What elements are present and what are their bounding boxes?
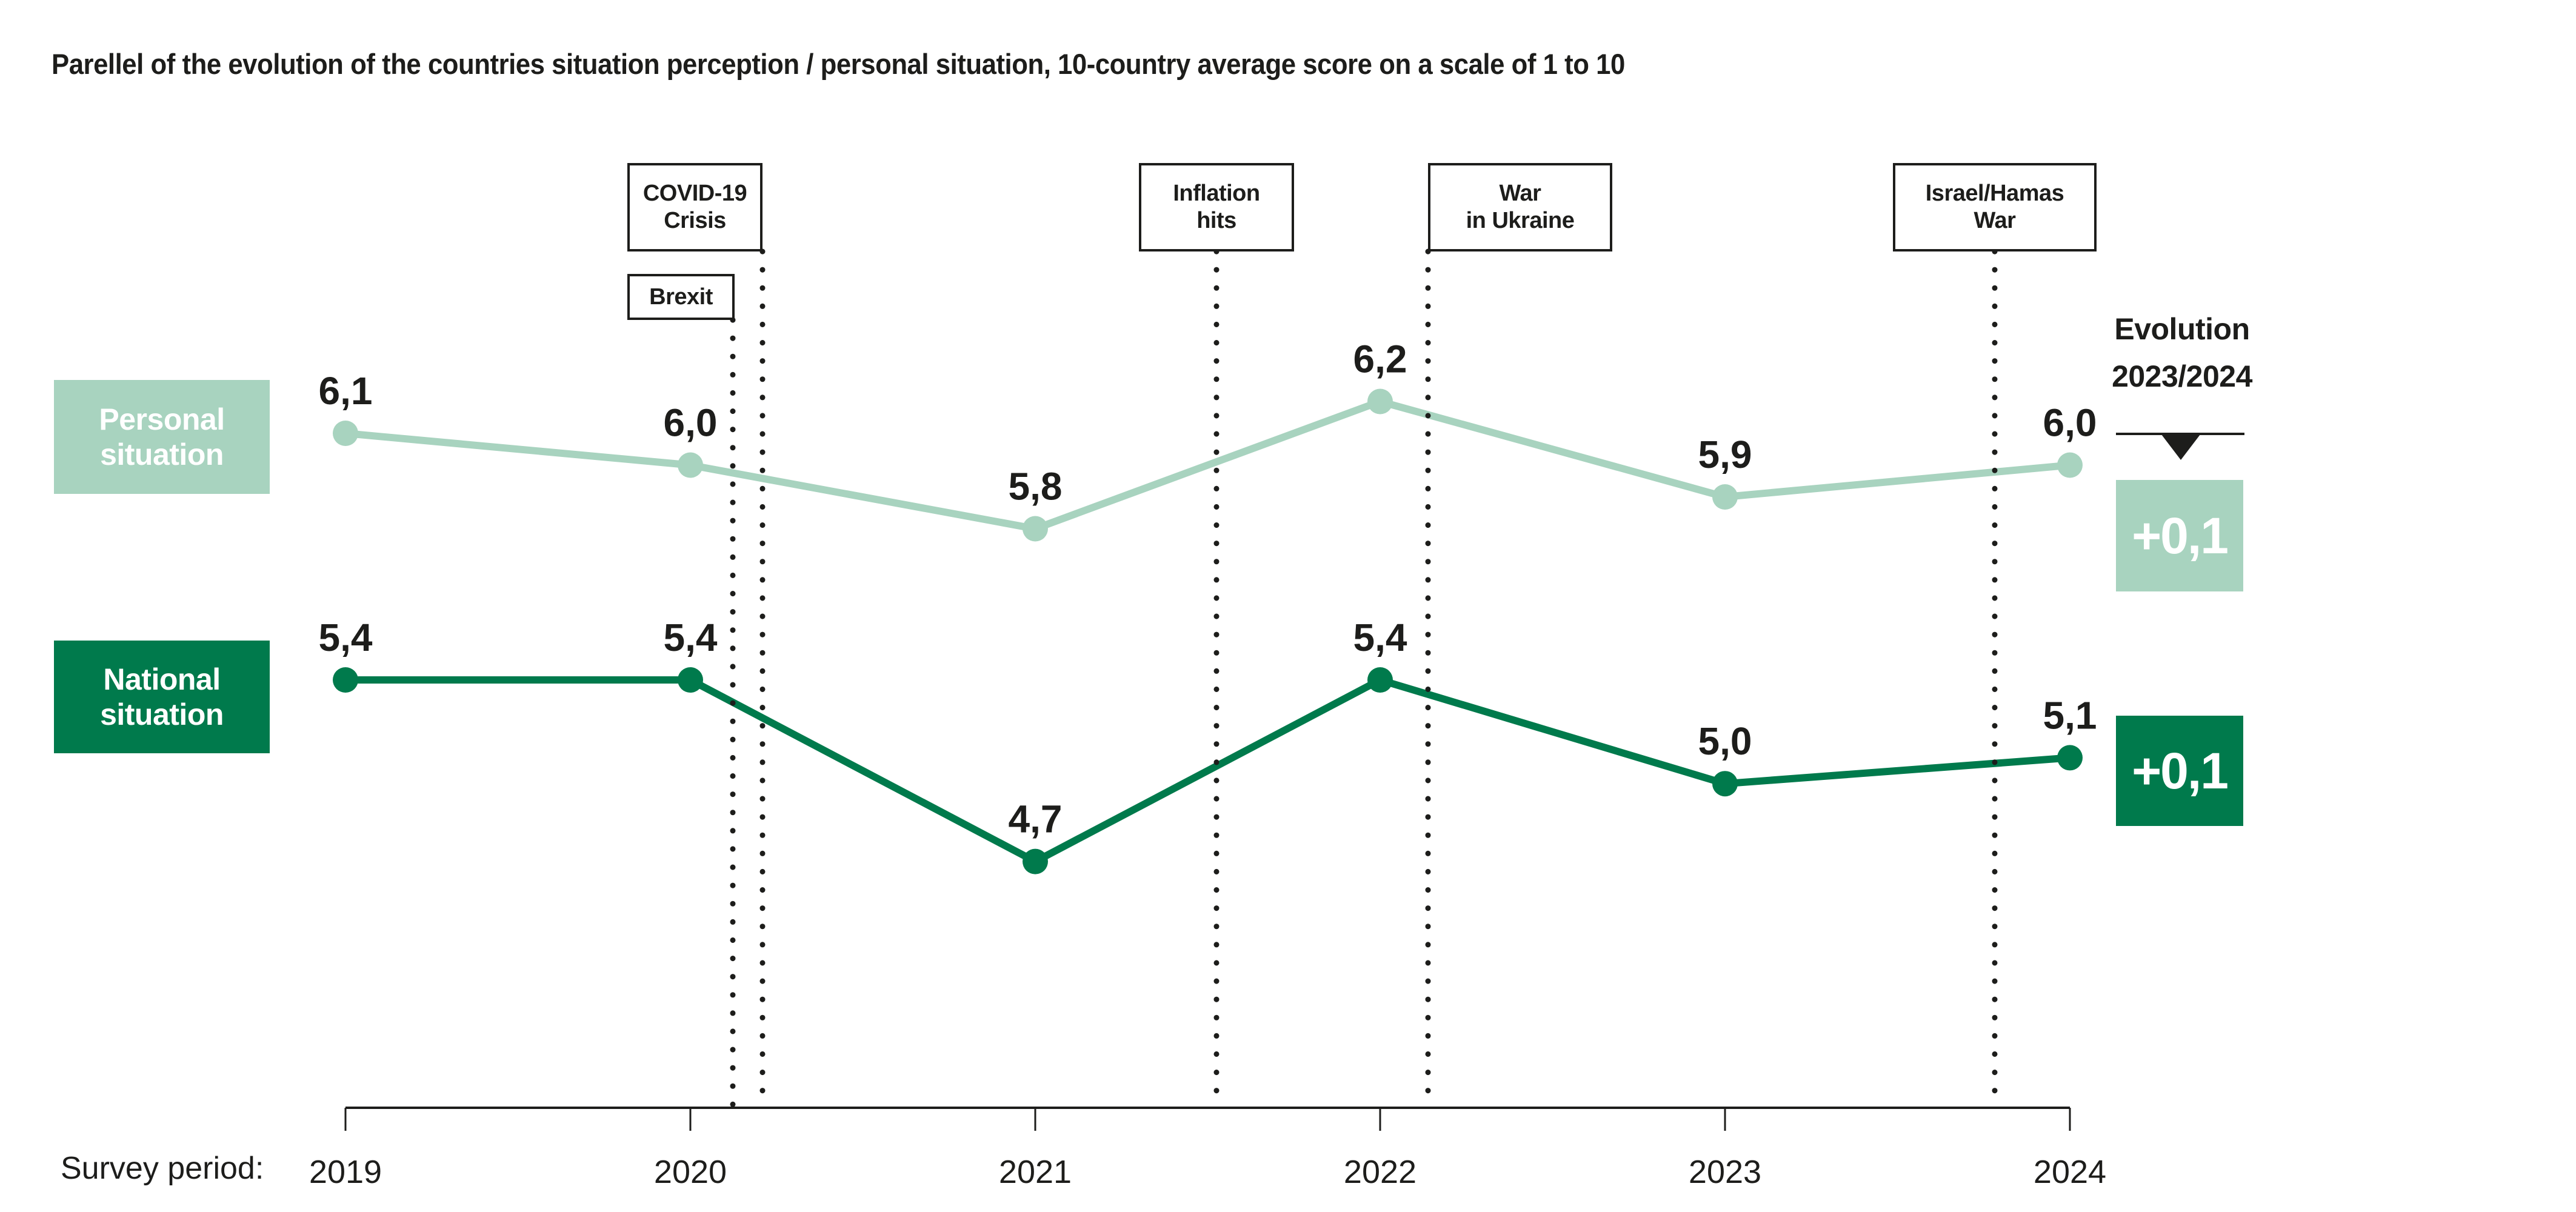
event-box-war-in-ukraine: War in Ukraine [1428,163,1612,251]
year-label: 2024 [2034,1154,2106,1190]
legend-national-line1: National [103,662,221,696]
event-box-covid: COVID-19 Crisis [627,163,762,251]
year-label: 2021 [999,1154,1072,1190]
data-point-label: 5,1 [2043,693,2097,737]
series-line-national [342,676,2074,866]
data-point [678,667,703,693]
data-point [1023,848,1048,874]
event-inflation-line2: hits [1196,208,1236,233]
series-line-personal [342,398,2074,533]
evolution-rule [2116,433,2244,435]
evolution-heading: Evolution 2023/2024 [2079,306,2285,400]
data-point-label: 5,9 [1698,433,1752,476]
data-point [2057,745,2083,771]
data-point [1712,771,1738,797]
event-israel-line1: Israel/Hamas [1925,181,2064,207]
data-point-label: 6,0 [2043,401,2097,445]
data-point [678,452,703,478]
year-label: 2020 [654,1154,727,1190]
data-point [1367,388,1393,415]
data-point-label: 5,4 [319,616,373,659]
event-inflation-line1: Inflation [1173,181,1260,207]
survey-period-caption: Survey period: [61,1151,264,1186]
event-brexit-line1: Brexit [649,284,713,310]
national-evolution-badge: +0,1 [2116,716,2243,826]
evolution-line1: Evolution [2114,312,2250,346]
event-ukraine-line2: in Ukraine [1466,208,1575,233]
data-point [333,421,358,446]
legend-national-situation: National situation [54,641,270,753]
event-box-inflation: Inflation hits [1139,163,1294,251]
year-label: 2023 [1689,1154,1761,1190]
event-box-israel-hamas-war: Israel/Hamas War [1893,163,2097,251]
data-point [1367,667,1393,693]
legend-national-line2: situation [100,698,224,731]
data-point-label: 5,4 [1353,616,1407,659]
data-point-label: 5,0 [1698,719,1752,763]
page-title: Parellel of the evolution of the countri… [52,48,1625,80]
data-point-label: 5,8 [1009,465,1063,508]
data-point-label: 6,0 [664,401,718,445]
year-label: 2022 [1344,1154,1416,1190]
personal-evolution-badge: +0,1 [2116,480,2243,591]
year-label: 2019 [309,1154,382,1190]
data-point [1023,516,1048,542]
data-point [1712,484,1738,510]
legend-personal-line1: Personal [99,402,225,436]
data-point-label: 6,1 [319,369,373,413]
data-point [333,667,358,693]
event-box-brexit: Brexit [627,274,735,320]
data-point [2057,452,2083,478]
evolution-line2: 2023/2024 [2112,359,2252,393]
arrow-down-icon [2161,435,2200,460]
data-point-label: 6,2 [1353,338,1407,381]
legend-personal-situation: Personal situation [54,380,270,494]
data-point-label: 4,7 [1009,797,1063,841]
event-covid-line2: Crisis [664,208,726,233]
data-point-label: 5,4 [664,616,718,659]
event-israel-line2: War [1974,208,2016,233]
event-ukraine-line1: War [1499,181,1541,207]
event-covid-line1: COVID-19 [642,181,747,207]
legend-personal-line2: situation [100,438,224,471]
